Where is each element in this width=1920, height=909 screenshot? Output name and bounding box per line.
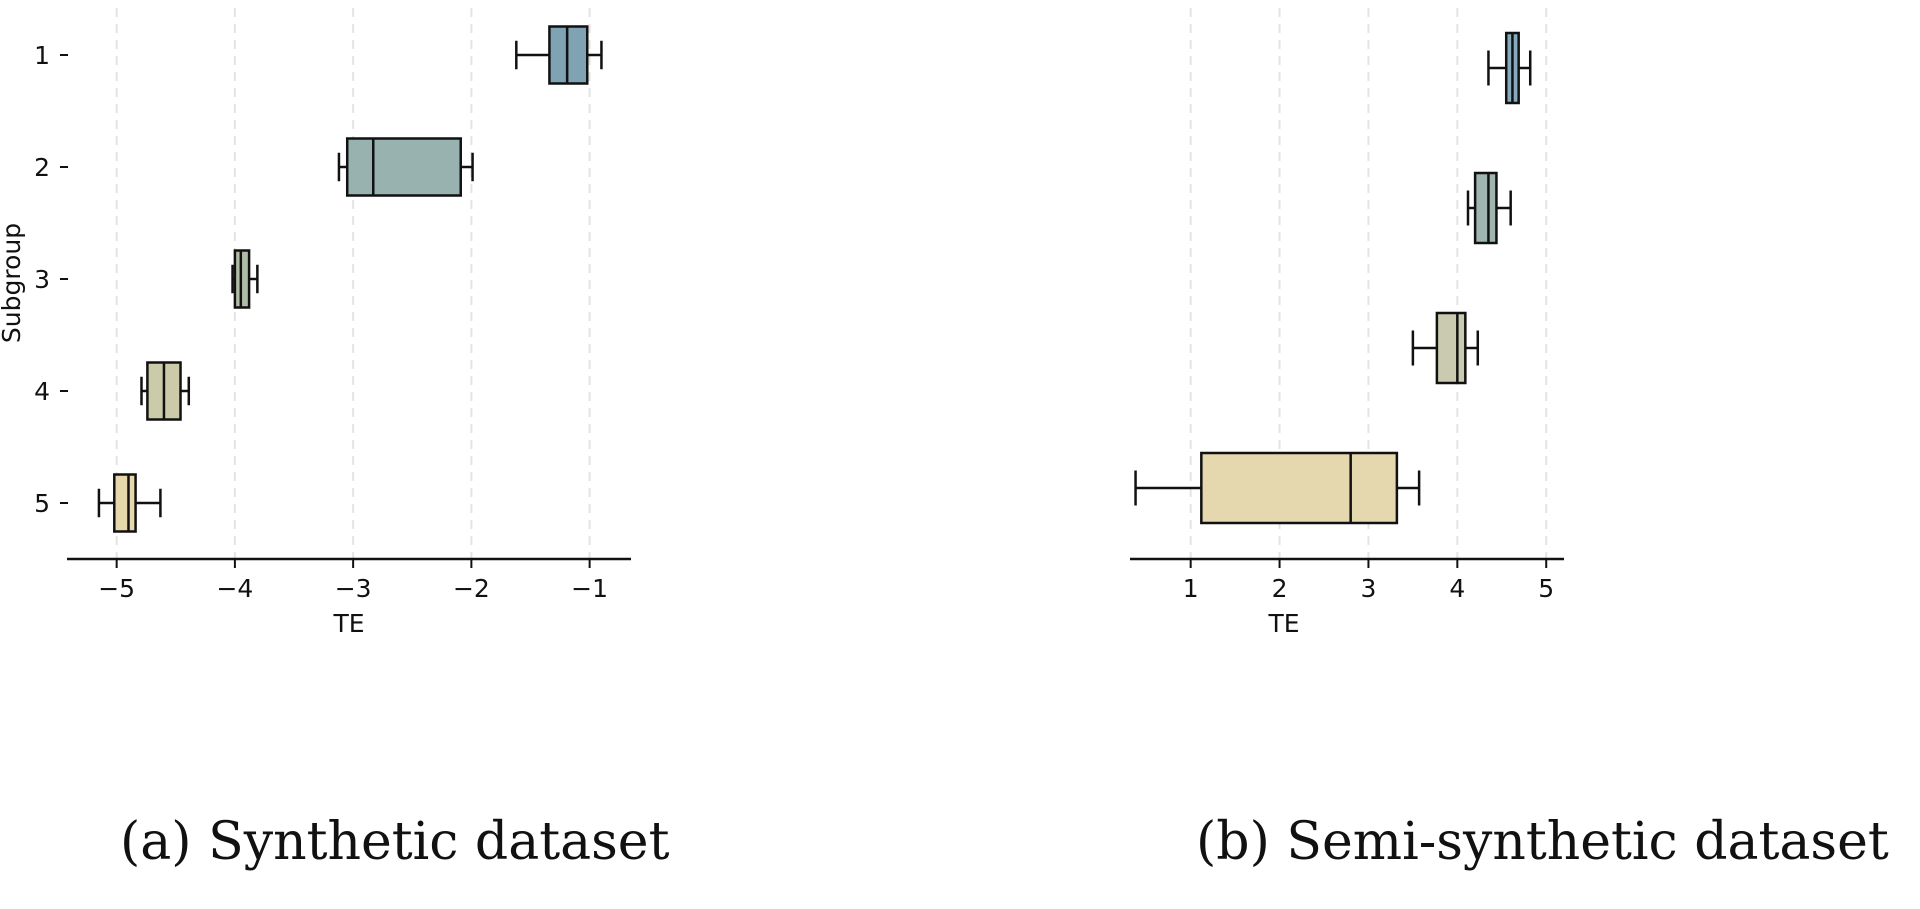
x-tick-label: 3 — [1360, 574, 1376, 603]
x-tick-label: −1 — [571, 574, 608, 603]
y-axis-label: Subgroup — [0, 223, 26, 343]
x-tick-label: 4 — [1449, 574, 1465, 603]
x-tick-label: 5 — [1538, 574, 1554, 603]
boxplot-semi-synthetic: −1012345TESubgroup1234 — [1130, 8, 1564, 638]
x-axis-label: TE — [332, 609, 364, 638]
box-iqr — [113, 473, 137, 533]
x-tick-label: 2 — [1272, 574, 1288, 603]
x-tick-label: −2 — [453, 574, 490, 603]
caption-synthetic: (a) Synthetic dataset — [120, 812, 670, 872]
y-tick-label: 2 — [34, 153, 50, 182]
x-tick-label: −4 — [216, 574, 253, 603]
y-tick-label: 5 — [34, 489, 50, 518]
box-iqr — [345, 137, 462, 197]
x-tick-label: −5 — [98, 574, 135, 603]
caption-semi-synthetic: (b) Semi-synthetic dataset — [1196, 812, 1889, 872]
chart-panel-synthetic: −5 −4 −3 −2 −1 TE Subgroup 1 2 3 4 5 (a) Synthetic … — [0, 0, 800, 909]
x-tick-label: 1 — [1183, 574, 1199, 603]
y-tick-label: 1 — [34, 41, 50, 70]
chart-panel-semi-synthetic: −1012345TESubgroup1234 (b) Semi-syntheti… — [1130, 0, 1920, 909]
x-axis-label: TE — [1267, 609, 1299, 638]
y-tick-label: 4 — [34, 377, 50, 406]
boxplot-synthetic: −5 −4 −3 −2 −1 TE Subgroup 1 2 3 4 5 — [0, 8, 631, 638]
box-iqr — [1473, 171, 1498, 245]
y-tick-label: 3 — [34, 265, 50, 294]
box-iqr — [1200, 451, 1399, 525]
x-tick-label: −3 — [335, 574, 372, 603]
box-iqr — [1435, 311, 1467, 385]
